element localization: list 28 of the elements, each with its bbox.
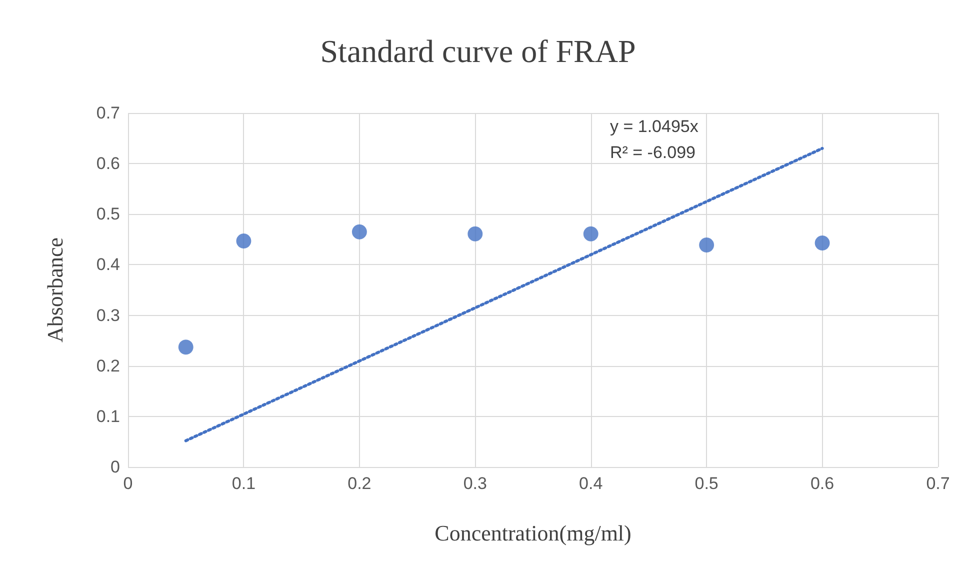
y-tick-label: 0.1 bbox=[96, 406, 120, 426]
x-tick-label: 0.5 bbox=[694, 474, 718, 493]
y-tick-label: 0.5 bbox=[96, 204, 120, 224]
x-tick-label: 0.1 bbox=[232, 474, 256, 493]
point bbox=[468, 226, 483, 242]
point bbox=[178, 340, 194, 355]
y-tick-label: 0.6 bbox=[96, 154, 120, 174]
annotation: R² = -6.099 bbox=[610, 143, 696, 162]
x-tick-label: 0.6 bbox=[810, 474, 834, 493]
x-tick-label: 0.2 bbox=[348, 474, 372, 493]
x-axis-title: Concentration(mg/ml) bbox=[434, 520, 632, 546]
y-tick-label: 0.7 bbox=[96, 104, 120, 122]
x-tick-label: 0 bbox=[123, 474, 133, 493]
y-tick-label: 0.2 bbox=[96, 356, 120, 376]
y-tick-label: 0 bbox=[110, 458, 120, 476]
point bbox=[236, 233, 252, 248]
y-tick-label: 0.4 bbox=[96, 255, 120, 274]
y-tick-label: 0.3 bbox=[96, 306, 120, 325]
point bbox=[583, 226, 598, 242]
chart-title: Standard curve of FRAP bbox=[320, 33, 636, 69]
x-tick-label: 0.4 bbox=[579, 474, 603, 493]
x-tick-label: 0.3 bbox=[463, 474, 487, 493]
point bbox=[699, 237, 714, 252]
y-axis-title: Absorbance bbox=[42, 237, 68, 343]
point bbox=[814, 235, 830, 250]
x-tick-label: 0.7 bbox=[926, 474, 950, 493]
point bbox=[352, 224, 367, 240]
annotation: y = 1.0495x bbox=[610, 117, 699, 136]
